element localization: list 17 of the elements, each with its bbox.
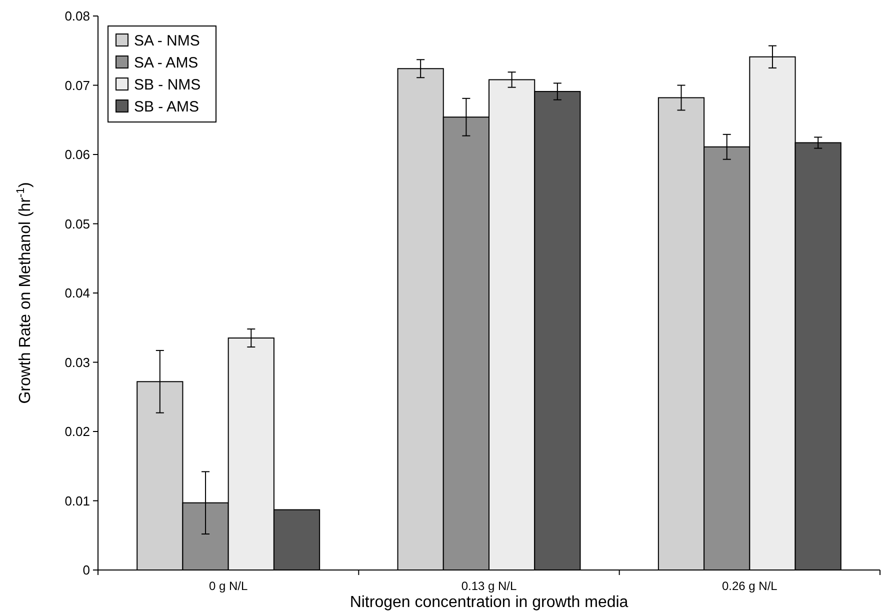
y-tick-label: 0.03 <box>64 354 90 370</box>
y-tick-label: 0.07 <box>64 78 90 93</box>
y-tick-label: 0.06 <box>64 147 90 162</box>
legend-label: SA - NMS <box>134 32 200 50</box>
y-tick-label: 0.01 <box>64 493 90 508</box>
y-tick-label: 0.04 <box>64 286 90 301</box>
x-tick-label: 0.26 g N/L <box>722 579 778 593</box>
legend-label: SB - NMS <box>134 76 201 94</box>
x-axis-title: Nitrogen concentration in growth media <box>350 594 628 611</box>
y-tick-label: 0 <box>82 562 90 578</box>
y-tick-label: 0.08 <box>64 8 90 24</box>
x-tick-label: 0.13 g N/L <box>461 579 518 593</box>
x-tick-label: 0 g N/L <box>208 579 248 593</box>
y-tick-label: 0.02 <box>64 424 90 440</box>
legend-label: SB - AMS <box>134 98 200 116</box>
legend-label: SA - AMS <box>134 54 198 72</box>
y-tick-label: 0.05 <box>64 216 90 232</box>
